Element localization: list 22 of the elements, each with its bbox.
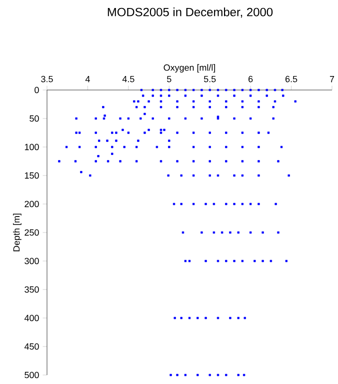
y-tick-label: 250 <box>24 229 39 236</box>
y-tick-label: 50 <box>30 115 39 122</box>
x-tick-label: 6 <box>248 76 253 82</box>
x-tick-label: 5.5 <box>204 76 216 82</box>
x-tick-label: 6.5 <box>286 76 298 82</box>
y-tick-label: 100 <box>24 144 39 150</box>
y-tick-label: 400 <box>24 314 39 322</box>
y-tick-label: 300 <box>24 258 39 264</box>
y-tick-label: 350 <box>24 286 39 293</box>
x-tick-label: 4 <box>85 76 90 82</box>
y-tick-label: 150 <box>24 172 39 179</box>
x-tick-label: 3.5 <box>41 76 53 82</box>
chart-title: MODS2005 in December, 2000 <box>108 8 273 18</box>
y-axis-title: Depth [m] <box>13 214 22 252</box>
x-tick-label: 4.5 <box>122 76 134 82</box>
y-tick-label: 500 <box>24 372 39 378</box>
x-tick-label: 7 <box>330 76 334 82</box>
y-tick-label: 200 <box>24 200 39 208</box>
x-tick-label: 5 <box>167 76 172 82</box>
x-axis-title: Oxygen [ml/l] <box>164 64 216 73</box>
y-tick-label: 0 <box>34 86 39 94</box>
y-tick-label: 450 <box>24 343 39 350</box>
